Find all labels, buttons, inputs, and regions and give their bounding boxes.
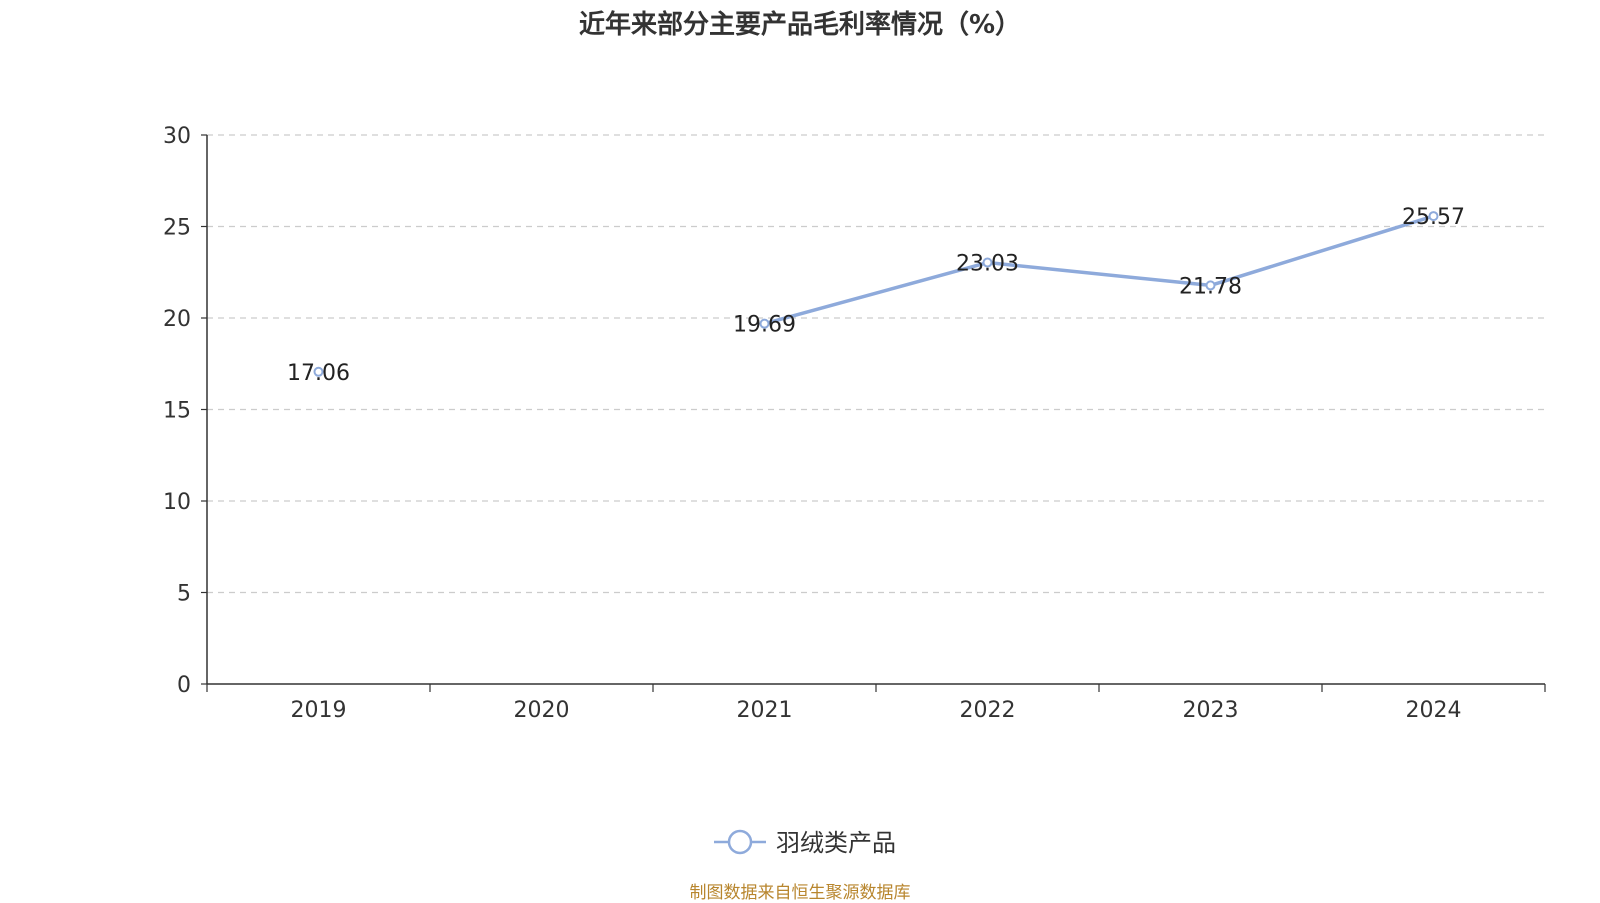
series-line-segment <box>1208 214 1436 288</box>
series-layer <box>313 211 1439 377</box>
axis-layer: 0 5 10 15 20 25 30 2019 2020 2021 2022 2023 2024 <box>163 124 1546 723</box>
x-tick-label: 2019 <box>291 698 347 723</box>
data-point <box>1205 280 1216 291</box>
data-label: 19.69 <box>733 313 796 338</box>
data-label: 23.03 <box>956 252 1019 277</box>
x-tick-label: 2024 <box>1406 698 1462 723</box>
series-line-segment <box>762 260 990 326</box>
y-tick-label: 15 <box>163 399 191 424</box>
y-tick-label: 10 <box>163 490 191 515</box>
x-tick-label: 2020 <box>514 698 570 723</box>
y-tick-label: 25 <box>163 216 191 241</box>
source-note: 制图数据来自恒生聚源数据库 <box>689 883 911 903</box>
data-point <box>759 318 770 329</box>
x-tick-label: 2022 <box>960 698 1016 723</box>
data-label: 17.06 <box>287 361 350 386</box>
data-label: 21.78 <box>1179 274 1242 299</box>
legend-label: 羽绒类产品 <box>776 829 896 857</box>
data-point <box>982 257 993 268</box>
data-label: 25.57 <box>1402 205 1465 230</box>
legend[interactable]: 羽绒类产品 <box>714 829 896 857</box>
data-point <box>1428 211 1439 222</box>
data-point <box>313 366 324 377</box>
grid-layer <box>207 134 1545 594</box>
x-tick-label: 2021 <box>737 698 793 723</box>
y-tick-label: 30 <box>163 124 191 149</box>
series-line-segment <box>985 260 1213 288</box>
y-tick-label: 20 <box>163 307 191 332</box>
x-tick-label: 2023 <box>1183 698 1239 723</box>
chart-title: 近年来部分主要产品毛利率情况（%） <box>578 10 1022 40</box>
legend-marker-icon <box>727 829 753 855</box>
y-tick-label: 5 <box>177 582 191 607</box>
data-label-layer: 17.06 19.69 23.03 21.78 25.57 <box>287 205 1465 386</box>
y-tick-label: 0 <box>177 673 191 698</box>
